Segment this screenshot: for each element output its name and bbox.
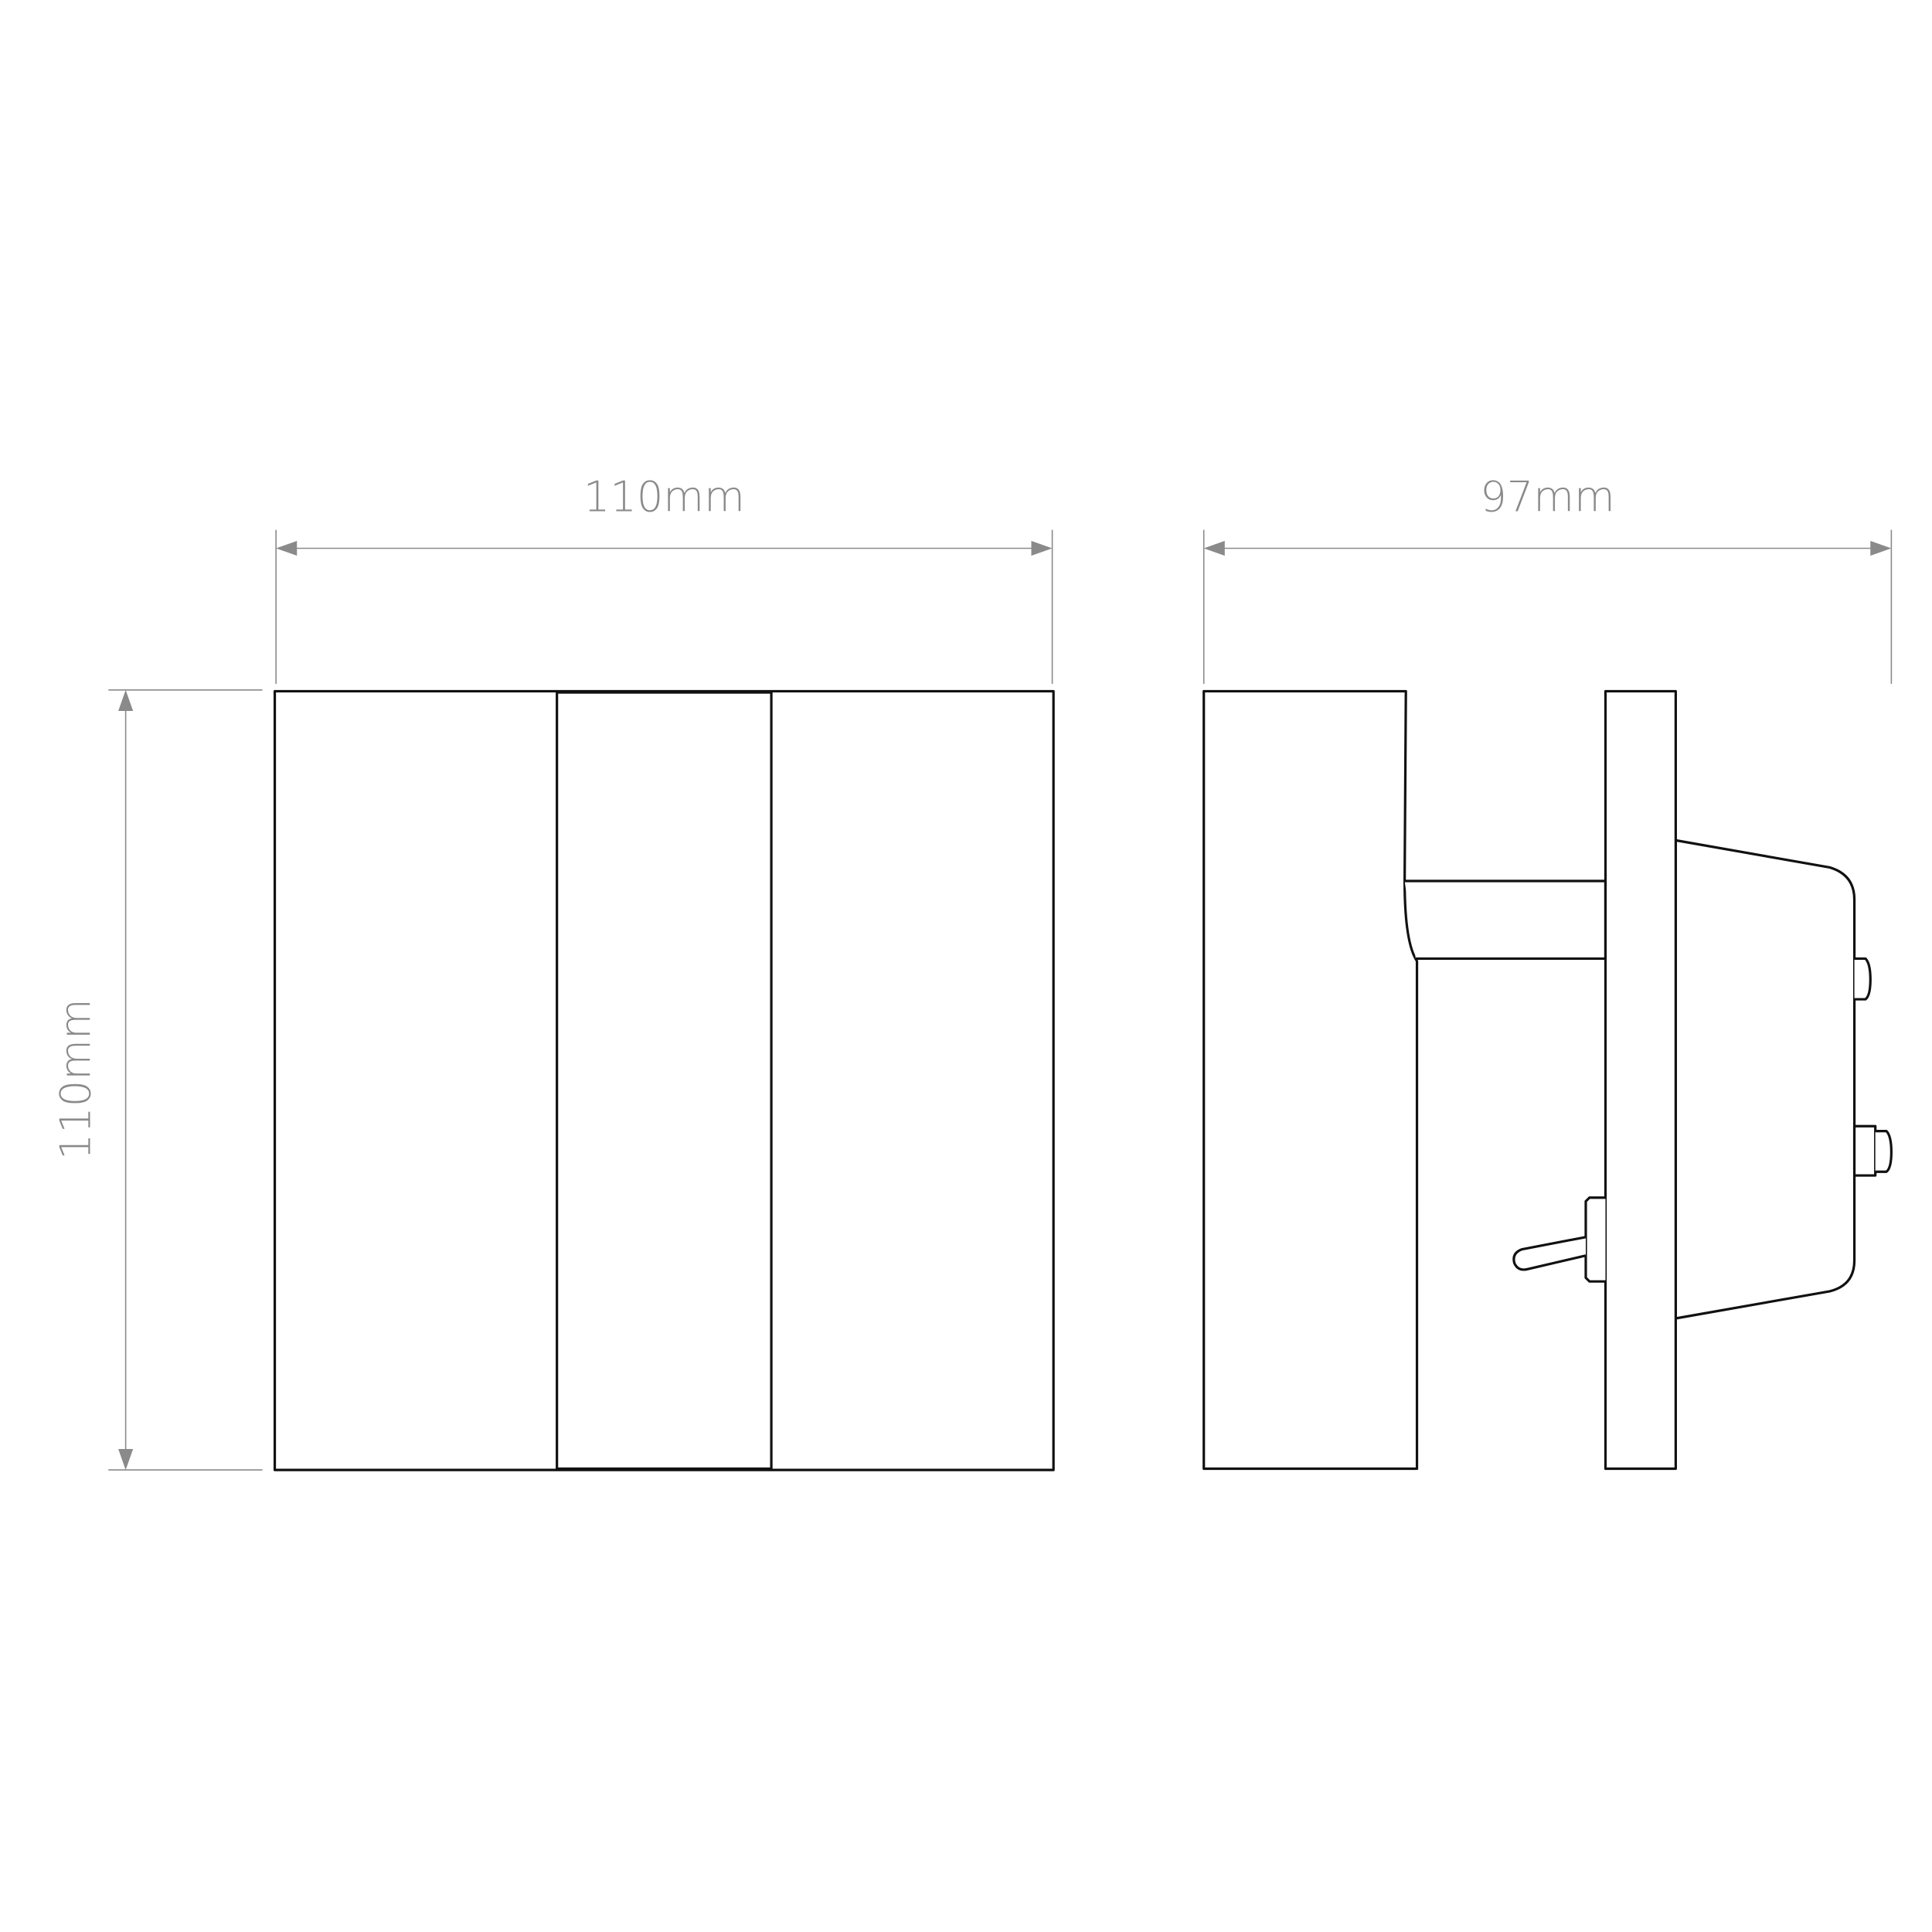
- knob-lower-cap: [1875, 1130, 1893, 1173]
- arrow-right-icon: [1870, 540, 1892, 556]
- front-view: [273, 689, 1055, 1471]
- arrow-left-icon: [1203, 540, 1225, 556]
- side-view: [1202, 689, 1893, 1471]
- front-width-label: 110mm: [583, 473, 745, 522]
- lamp-head-side: [1202, 689, 1419, 1471]
- knob-upper: [1854, 957, 1872, 1001]
- wall-plate: [1604, 689, 1677, 1471]
- arrow-left-icon: [276, 540, 298, 556]
- side-depth-label: 97mm: [1480, 473, 1615, 522]
- front-center-panel: [556, 691, 773, 1471]
- front-height-dimension: 110mm: [51, 689, 263, 1471]
- toggle-switch: [1512, 1236, 1587, 1271]
- front-width-dimension: 110mm: [275, 473, 1053, 684]
- front-height-label: 110mm: [51, 998, 100, 1160]
- arrow-right-icon: [1031, 540, 1053, 556]
- arrow-down-icon: [118, 1449, 134, 1471]
- back-box: [1674, 838, 1856, 1320]
- side-depth-dimension: 97mm: [1202, 473, 1893, 684]
- knob-lower-base: [1852, 1124, 1877, 1177]
- arm: [1404, 879, 1607, 961]
- switch-base: [1584, 1196, 1606, 1283]
- arrow-up-icon: [118, 689, 134, 711]
